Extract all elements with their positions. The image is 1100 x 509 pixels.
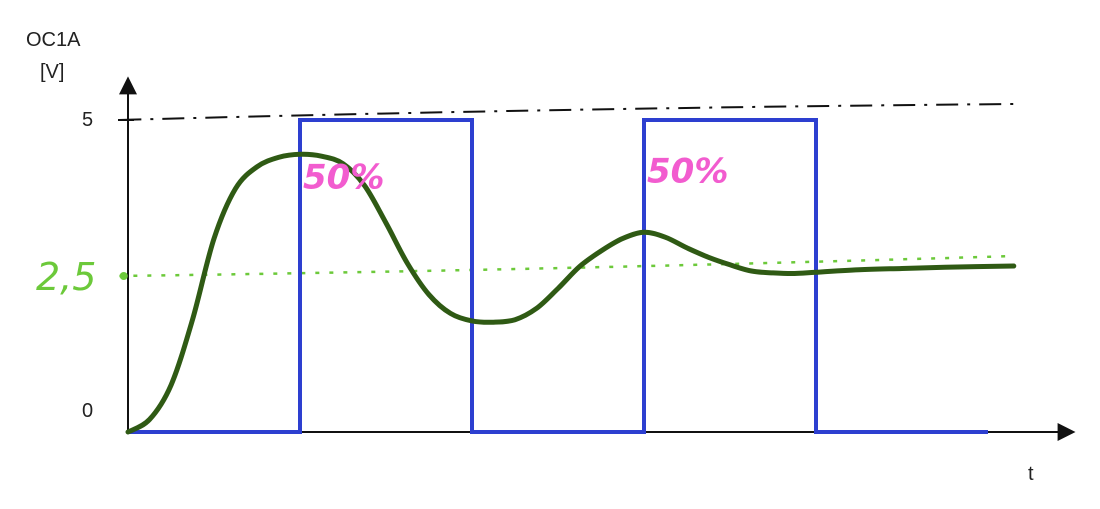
average-marker-dot [119,272,128,280]
duty-cycle-label-first: 50% [303,158,384,198]
x-axis-label: t [1028,463,1034,485]
y-axis-label-line2: [V] [40,61,64,83]
max-voltage-dashed-line [119,103,1014,121]
y-axis-label-line1: OC1A [26,29,81,51]
average-voltage-dashed-line [119,254,1014,278]
pwm-signal-line [128,118,988,434]
duty-cycle-label-second: 50% [647,151,728,191]
y-tick-label-0: 0 [82,400,93,422]
average-voltage-label: 2,5 [36,255,96,299]
filtered-response-line [125,151,1017,435]
y-tick-label-5: 5 [82,109,93,131]
